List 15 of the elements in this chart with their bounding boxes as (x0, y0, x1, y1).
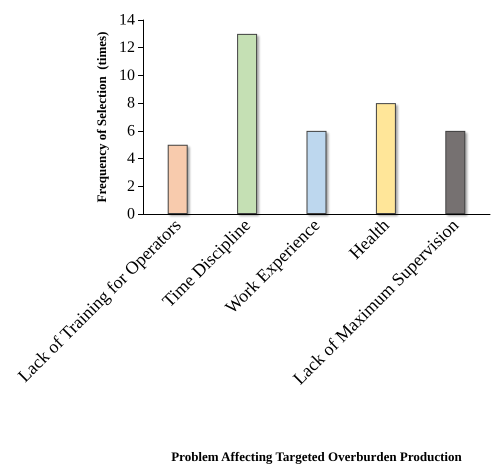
bar (168, 144, 188, 214)
y-axis-title: Frequency of Selection (times) (94, 32, 110, 202)
y-tick-label: 8 (127, 94, 135, 112)
y-tick-label: 6 (127, 122, 135, 140)
y-tick-label: 10 (119, 66, 135, 84)
x-axis-title: Problem Affecting Targeted Overburden Production (171, 449, 463, 464)
y-tick-label: 0 (127, 206, 135, 222)
bar (237, 34, 258, 214)
y-tick-label: 14 (119, 12, 135, 28)
y-tick-label: 2 (127, 178, 135, 195)
y-tick-label: 12 (119, 39, 135, 56)
bar (376, 103, 396, 214)
bar (445, 130, 466, 214)
y-tick-label: 4 (127, 150, 135, 168)
bar (306, 130, 326, 214)
